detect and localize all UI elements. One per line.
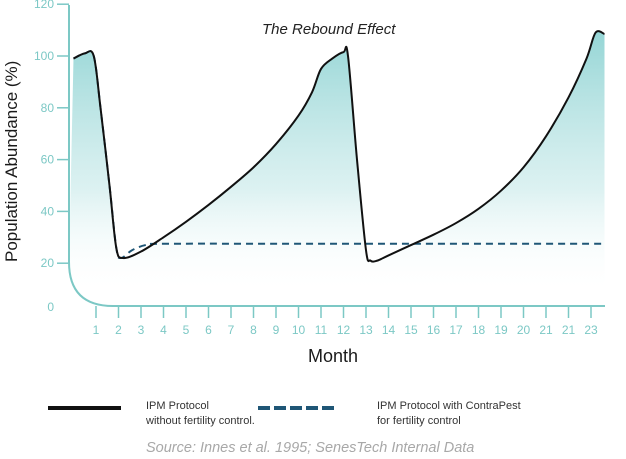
legend-label-dashed: IPM Protocol with ContraPest for fertili… bbox=[377, 399, 521, 429]
source-note: Source: Innes et al. 1995; SenesTech Int… bbox=[146, 440, 475, 456]
y-tick-label: 20 bbox=[41, 256, 55, 270]
area-fill bbox=[69, 31, 605, 295]
axes bbox=[68, 5, 605, 307]
x-tick-label: 11 bbox=[315, 323, 328, 337]
y-tick-label: 60 bbox=[41, 153, 55, 167]
x-tick-label: 3 bbox=[138, 323, 145, 337]
x-tick-label: 19 bbox=[494, 323, 508, 337]
x-tick-label: 6 bbox=[205, 323, 212, 337]
x-tick-label: 9 bbox=[273, 323, 280, 337]
x-tick-label: 15 bbox=[404, 323, 418, 337]
y-tick-label: 120 bbox=[34, 0, 54, 11]
y-tick-label: 100 bbox=[34, 49, 54, 63]
y-axis-label: Population Abundance (%) bbox=[2, 61, 21, 262]
x-tick-label: 17 bbox=[449, 323, 463, 337]
series-line-ipm bbox=[73, 30, 605, 263]
x-tick-label: 14 bbox=[382, 323, 396, 337]
legend-solid-line2: without fertility control. bbox=[146, 415, 255, 427]
area-fills bbox=[69, 31, 605, 295]
x-tick-label: 4 bbox=[160, 323, 167, 337]
legend-dashed-line1: IPM Protocol with ContraPest bbox=[377, 400, 521, 412]
y-tick-label: 80 bbox=[41, 101, 55, 115]
x-tick-label: 1 bbox=[93, 323, 100, 337]
x-tick-label: 18 bbox=[472, 323, 486, 337]
x-tick-label: 10 bbox=[292, 323, 306, 337]
legend-swatch-dashed bbox=[258, 406, 336, 410]
x-tick-label: 21 bbox=[539, 323, 553, 337]
y-tick-label: 0 bbox=[47, 300, 54, 314]
x-tick-label: 20 bbox=[517, 323, 531, 337]
series-lines bbox=[73, 30, 605, 263]
x-axis-label: Month bbox=[308, 346, 358, 366]
y-ticks: 0 20 40 60 80 100 120 bbox=[34, 0, 69, 314]
x-tick-label: 13 bbox=[359, 323, 373, 337]
x-tick-label: 5 bbox=[183, 323, 190, 337]
y-tick-label: 40 bbox=[41, 204, 55, 218]
legend-swatch-solid bbox=[48, 406, 121, 410]
x-tick-label: 21 bbox=[562, 323, 576, 337]
x-tick-label: 2 bbox=[115, 323, 122, 337]
x-ticks: 1 2 3 4 5 6 7 8 9 10 11 12 13 14 15 16 17 18 19 20 21 21 23 bbox=[93, 306, 598, 337]
legend-dashed-line2: for fertility control bbox=[377, 415, 461, 427]
x-tick-label: 7 bbox=[228, 323, 235, 337]
x-tick-label: 23 bbox=[584, 323, 598, 337]
x-tick-label: 8 bbox=[250, 323, 257, 337]
legend-solid-line1: IPM Protocol bbox=[146, 400, 209, 412]
x-tick-label: 16 bbox=[427, 323, 441, 337]
axis-line bbox=[68, 5, 605, 307]
chart-title: The Rebound Effect bbox=[262, 21, 396, 38]
x-tick-label: 12 bbox=[337, 323, 351, 337]
legend-label-solid: IPM Protocol without fertility control. bbox=[146, 399, 255, 429]
